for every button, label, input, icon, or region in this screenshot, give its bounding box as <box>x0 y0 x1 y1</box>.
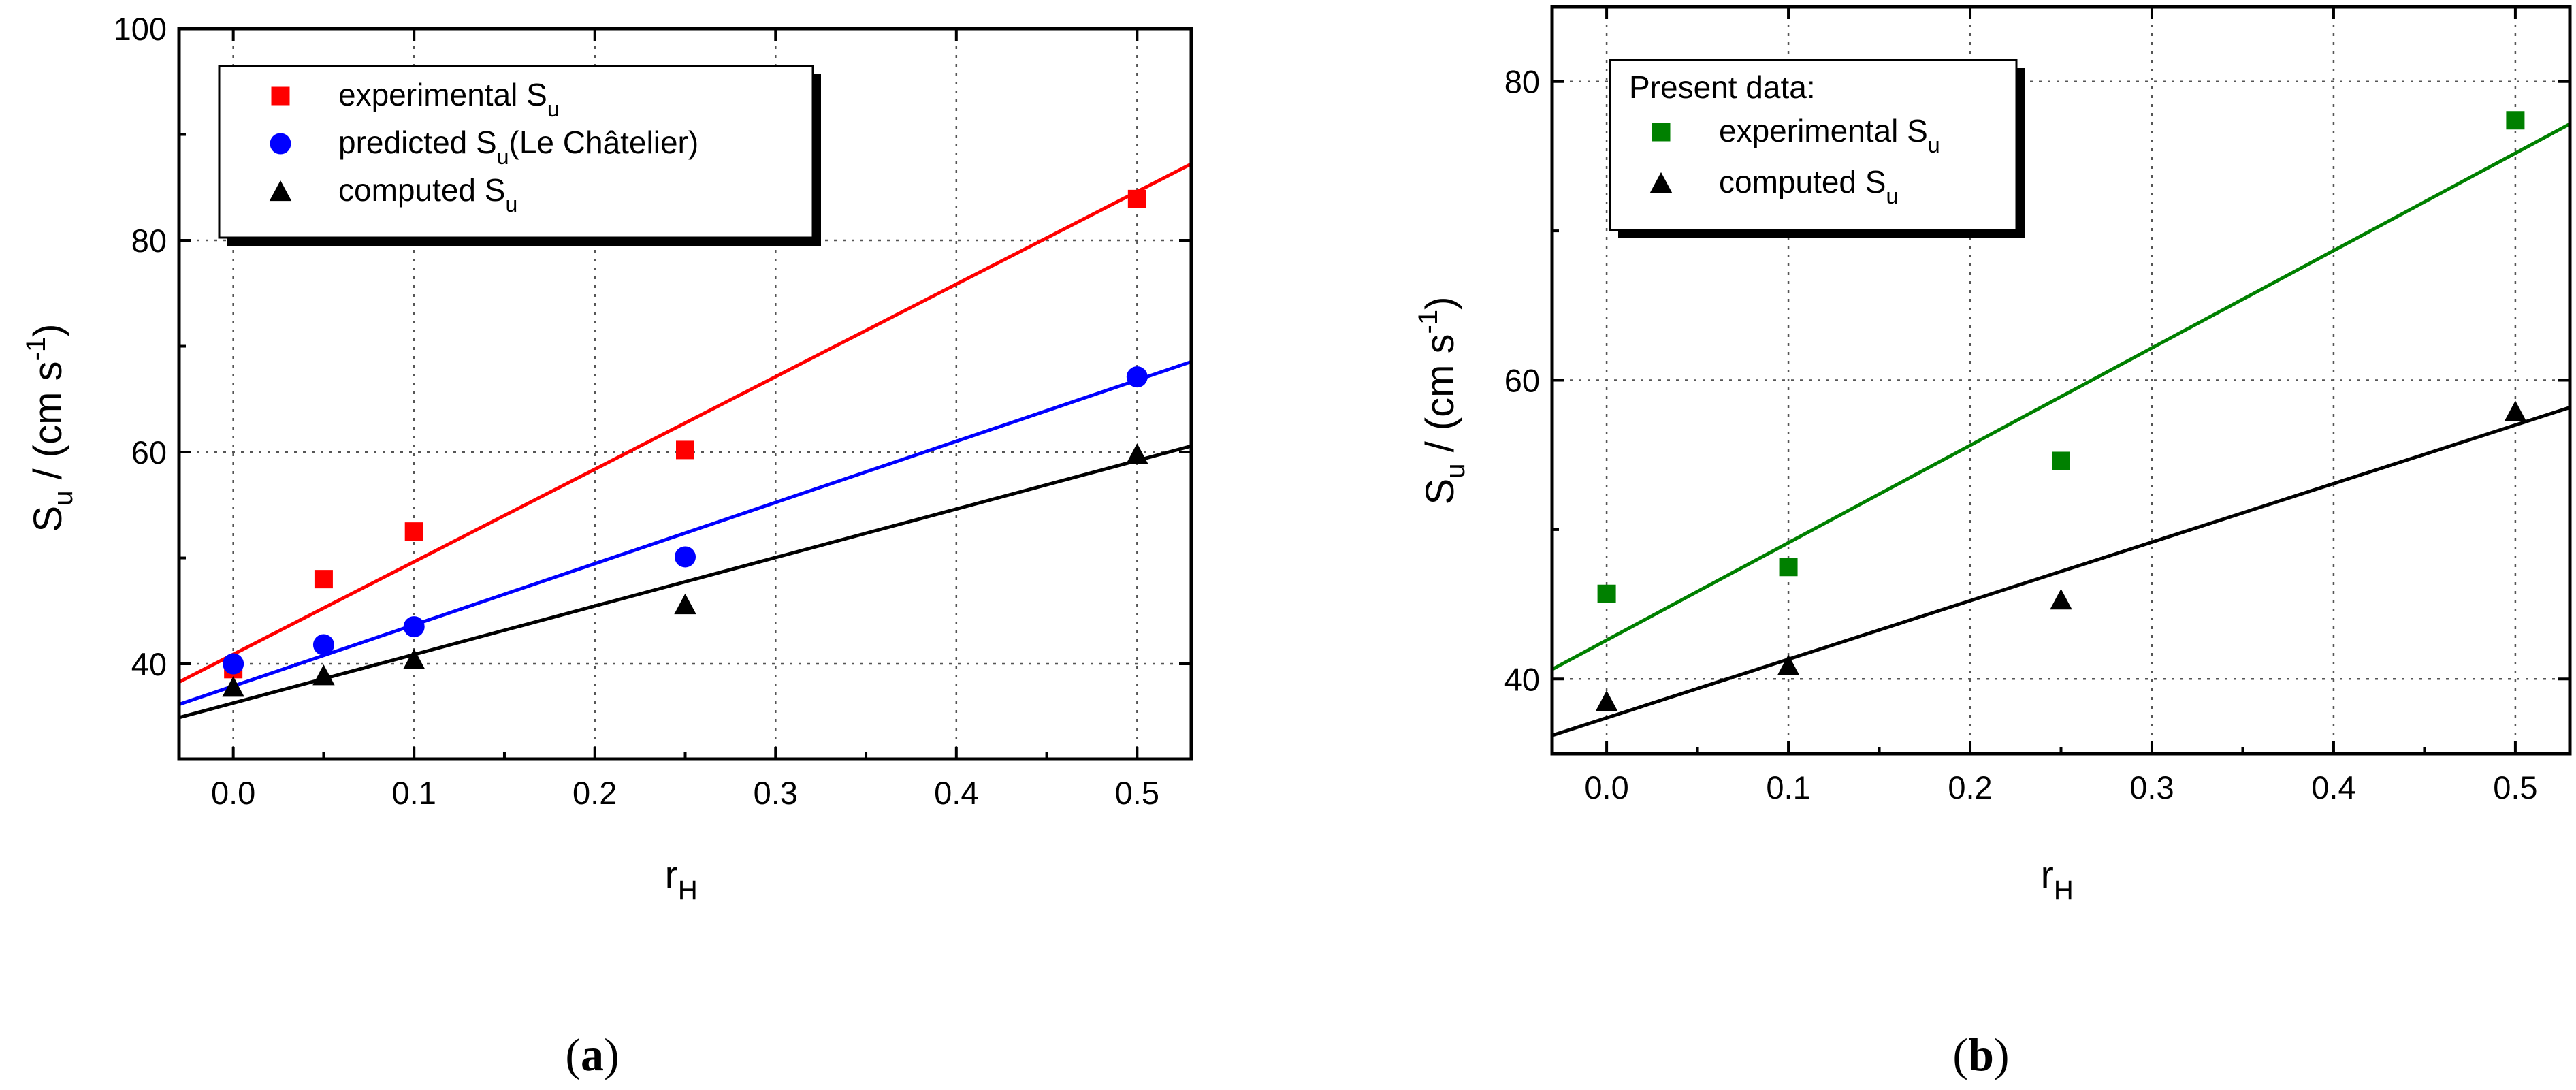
x-tick-label: 0.0 <box>211 775 255 811</box>
x-tick-label: 0.4 <box>934 775 978 811</box>
data-point <box>2050 588 2072 610</box>
data-point <box>1126 443 1148 464</box>
y-tick-label: 60 <box>1504 363 1540 399</box>
data-point <box>404 522 423 541</box>
y-tick-label: 80 <box>131 223 167 259</box>
data-point <box>402 648 425 669</box>
data-point <box>314 570 333 589</box>
legend-marker <box>269 180 292 202</box>
data-point <box>2052 451 2070 470</box>
data-point <box>222 676 244 697</box>
y-tick-label: 40 <box>1504 661 1540 697</box>
fit-lines <box>178 162 1193 720</box>
axis-ticks <box>1552 7 2570 754</box>
legend-marker <box>1652 123 1671 142</box>
data-point <box>403 616 425 638</box>
legend-label: predicted Su(Le Châtelier) <box>338 125 698 169</box>
tick-labels: 0.0 0.1 0.2 0.3 0.4 0.5 40 60 80 100 <box>114 11 1159 811</box>
legend-label: experimental Su <box>1719 113 1940 157</box>
fit-line <box>1551 406 2571 737</box>
legend-box <box>218 65 814 239</box>
x-tick-label: 0.3 <box>754 775 798 811</box>
chart-panel-b: 0.0 0.1 0.2 0.3 0.4 0.5 40 60 80 Present data: e… <box>1413 5 2572 1080</box>
legend-marker <box>271 86 290 106</box>
x-tick-label: 0.1 <box>1766 769 1810 805</box>
legend-title: Present data: <box>1629 69 1816 105</box>
legend-marker <box>1649 172 1673 193</box>
tick-labels: 0.0 0.1 0.2 0.3 0.4 0.5 40 60 80 <box>1504 64 2538 805</box>
x-tick-label: 0.5 <box>2493 769 2537 805</box>
x-tick-label: 0.0 <box>1584 769 1628 805</box>
data-points <box>1595 111 2527 711</box>
legend-label: experimental Su <box>338 77 560 121</box>
data-point <box>676 440 694 460</box>
data-point <box>1597 584 1616 603</box>
data-point <box>2506 111 2525 130</box>
fit-line <box>1551 122 2571 671</box>
y-axis-label: Su / (cm s-1) <box>1413 297 1470 505</box>
x-axis-label: rH <box>2041 853 2074 905</box>
data-point <box>1595 690 1618 711</box>
data-point <box>312 634 334 656</box>
y-tick-label: 100 <box>114 11 167 47</box>
y-tick-label: 60 <box>131 434 167 470</box>
data-point <box>312 664 335 686</box>
data-point <box>674 593 696 615</box>
legend-box <box>1609 59 2018 231</box>
caption-b: (b) <box>1952 1029 2009 1080</box>
legend-marker <box>270 133 291 155</box>
data-point <box>675 546 696 568</box>
fit-lines <box>1551 122 2571 737</box>
chart-panel-a: 0.0 0.1 0.2 0.3 0.4 0.5 40 60 80 100 experimental… <box>21 11 1193 1080</box>
data-points <box>222 189 1148 697</box>
x-tick-label: 0.3 <box>2129 769 2174 805</box>
y-tick-label: 40 <box>131 646 167 682</box>
data-point <box>1127 189 1146 208</box>
y-axis-label: Su / (cm s-1) <box>21 324 78 532</box>
x-tick-label: 0.2 <box>1948 769 1992 805</box>
x-axis-label: rH <box>665 853 698 905</box>
data-point <box>223 653 244 675</box>
legend-label: computed Su <box>338 172 517 217</box>
data-point <box>1779 558 1798 577</box>
fit-line <box>178 444 1192 720</box>
axis-ticks <box>179 27 1191 759</box>
fit-line <box>178 162 1193 684</box>
data-point <box>1777 654 1800 675</box>
legend-label: computed Su <box>1719 164 1898 208</box>
data-point <box>1126 366 1148 388</box>
data-point <box>2504 400 2527 421</box>
y-tick-label: 80 <box>1504 64 1540 100</box>
x-tick-label: 0.1 <box>392 775 436 811</box>
caption-a: (a) <box>565 1029 619 1080</box>
fit-line <box>178 359 1192 707</box>
legend: Present data: experimental Su computed Su <box>1609 59 2025 238</box>
x-tick-label: 0.2 <box>573 775 617 811</box>
x-tick-label: 0.4 <box>2311 769 2355 805</box>
x-tick-label: 0.5 <box>1115 775 1159 811</box>
